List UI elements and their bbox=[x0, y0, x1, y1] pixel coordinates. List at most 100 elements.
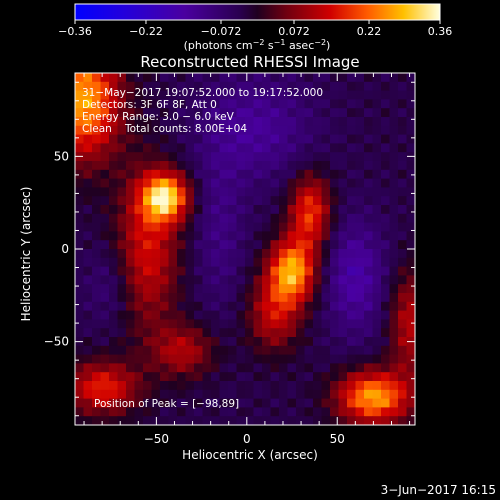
heatmap-cell bbox=[355, 284, 365, 294]
heatmap-cell bbox=[389, 301, 399, 311]
heatmap-cell bbox=[83, 134, 93, 144]
heatmap-cell bbox=[177, 398, 186, 408]
heatmap-cell bbox=[313, 240, 322, 250]
heatmap-cell bbox=[364, 213, 373, 223]
heatmap-cell bbox=[245, 99, 254, 109]
heatmap-cell bbox=[211, 152, 220, 162]
heatmap-cell bbox=[202, 161, 212, 171]
heatmap-cell bbox=[134, 213, 144, 223]
heatmap-cell bbox=[253, 90, 263, 100]
heatmap-cell bbox=[262, 213, 271, 223]
heatmap-cell bbox=[117, 398, 127, 408]
colorbar-tick-label: 0.22 bbox=[357, 25, 382, 38]
heatmap-cell bbox=[151, 108, 161, 118]
heatmap-cell bbox=[253, 354, 263, 364]
heatmap-cell bbox=[406, 73, 415, 83]
heatmap-cell bbox=[211, 266, 220, 276]
heatmap-cell bbox=[168, 161, 178, 171]
heatmap-cell bbox=[338, 187, 348, 197]
heatmap-cell bbox=[194, 143, 203, 153]
heatmap-cell bbox=[321, 222, 331, 232]
heatmap-cell bbox=[381, 205, 390, 215]
heatmap-cell bbox=[219, 284, 229, 294]
heatmap-cell bbox=[372, 187, 382, 197]
heatmap-cell bbox=[117, 231, 127, 241]
y-tick-label: 0 bbox=[61, 242, 69, 256]
heatmap-cell bbox=[202, 125, 212, 135]
heatmap-cell bbox=[134, 240, 144, 250]
heatmap-cell bbox=[117, 345, 127, 355]
heatmap-cell bbox=[211, 213, 220, 223]
heatmap-cell bbox=[160, 345, 169, 355]
heatmap-cell bbox=[304, 328, 314, 338]
heatmap-cell bbox=[100, 310, 110, 320]
heatmap-cell bbox=[202, 275, 212, 285]
heatmap-cell bbox=[126, 178, 135, 188]
heatmap-cell bbox=[304, 222, 314, 232]
heatmap-cell bbox=[330, 90, 339, 100]
heatmap-cell bbox=[296, 152, 305, 162]
heatmap-cell bbox=[160, 293, 169, 303]
heatmap-cell bbox=[143, 108, 152, 118]
heatmap-cell bbox=[279, 319, 288, 329]
heatmap-cell bbox=[381, 187, 390, 197]
heatmap-cell bbox=[406, 196, 415, 206]
heatmap-cell bbox=[364, 398, 373, 408]
heatmap-cell bbox=[177, 354, 186, 364]
heatmap-cell bbox=[83, 117, 93, 127]
heatmap-cell bbox=[109, 213, 118, 223]
heatmap-cell bbox=[262, 134, 271, 144]
heatmap-cell bbox=[117, 161, 127, 171]
heatmap-cell bbox=[381, 381, 390, 391]
heatmap-cell bbox=[398, 222, 407, 232]
heatmap-cell bbox=[296, 117, 305, 127]
x-tick-label: 0 bbox=[243, 432, 251, 446]
heatmap-cell bbox=[398, 205, 407, 215]
heatmap-cell bbox=[151, 345, 161, 355]
heatmap-cell bbox=[202, 249, 212, 259]
heatmap-cell bbox=[398, 381, 407, 391]
heatmap-cell bbox=[304, 73, 314, 83]
heatmap-cell bbox=[355, 169, 365, 179]
heatmap-cell bbox=[228, 81, 237, 91]
heatmap-cell bbox=[364, 169, 373, 179]
heatmap-cell bbox=[304, 354, 314, 364]
heatmap-cell bbox=[253, 178, 263, 188]
heatmap-cell bbox=[330, 328, 339, 338]
heatmap-cell bbox=[372, 275, 382, 285]
heatmap-cell bbox=[92, 363, 101, 373]
heatmap-cell bbox=[228, 134, 237, 144]
heatmap-cell bbox=[194, 389, 203, 399]
heatmap-cell bbox=[406, 372, 415, 382]
heatmap-cell bbox=[253, 416, 263, 425]
heatmap-cell bbox=[143, 143, 152, 153]
heatmap-cell bbox=[168, 407, 178, 417]
heatmap-cell bbox=[194, 81, 203, 91]
heatmap-cell bbox=[245, 345, 254, 355]
heatmap-cell bbox=[372, 416, 382, 425]
heatmap-cell bbox=[262, 169, 271, 179]
heatmap-cell bbox=[92, 328, 101, 338]
heatmap-cell bbox=[151, 257, 161, 267]
heatmap-cell bbox=[219, 328, 229, 338]
heatmap-cell bbox=[262, 249, 271, 259]
heatmap-cell bbox=[109, 363, 118, 373]
heatmap-cell bbox=[389, 134, 399, 144]
heatmap-cell bbox=[185, 240, 195, 250]
heatmap-cell bbox=[406, 143, 415, 153]
heatmap-cell bbox=[185, 99, 195, 109]
heatmap-cell bbox=[202, 134, 212, 144]
heatmap-cell bbox=[253, 196, 263, 206]
heatmap-cell bbox=[151, 196, 161, 206]
heatmap-cell bbox=[364, 196, 373, 206]
heatmap-cell bbox=[355, 416, 365, 425]
heatmap-cell bbox=[381, 407, 390, 417]
heatmap-cell bbox=[253, 275, 263, 285]
heatmap-cell bbox=[109, 249, 118, 259]
heatmap-cell bbox=[75, 266, 84, 276]
heatmap-cell bbox=[134, 161, 144, 171]
heatmap-cell bbox=[321, 213, 331, 223]
heatmap-cell bbox=[389, 284, 399, 294]
heatmap-cell bbox=[92, 231, 101, 241]
y-tick-label: −50 bbox=[44, 335, 69, 349]
